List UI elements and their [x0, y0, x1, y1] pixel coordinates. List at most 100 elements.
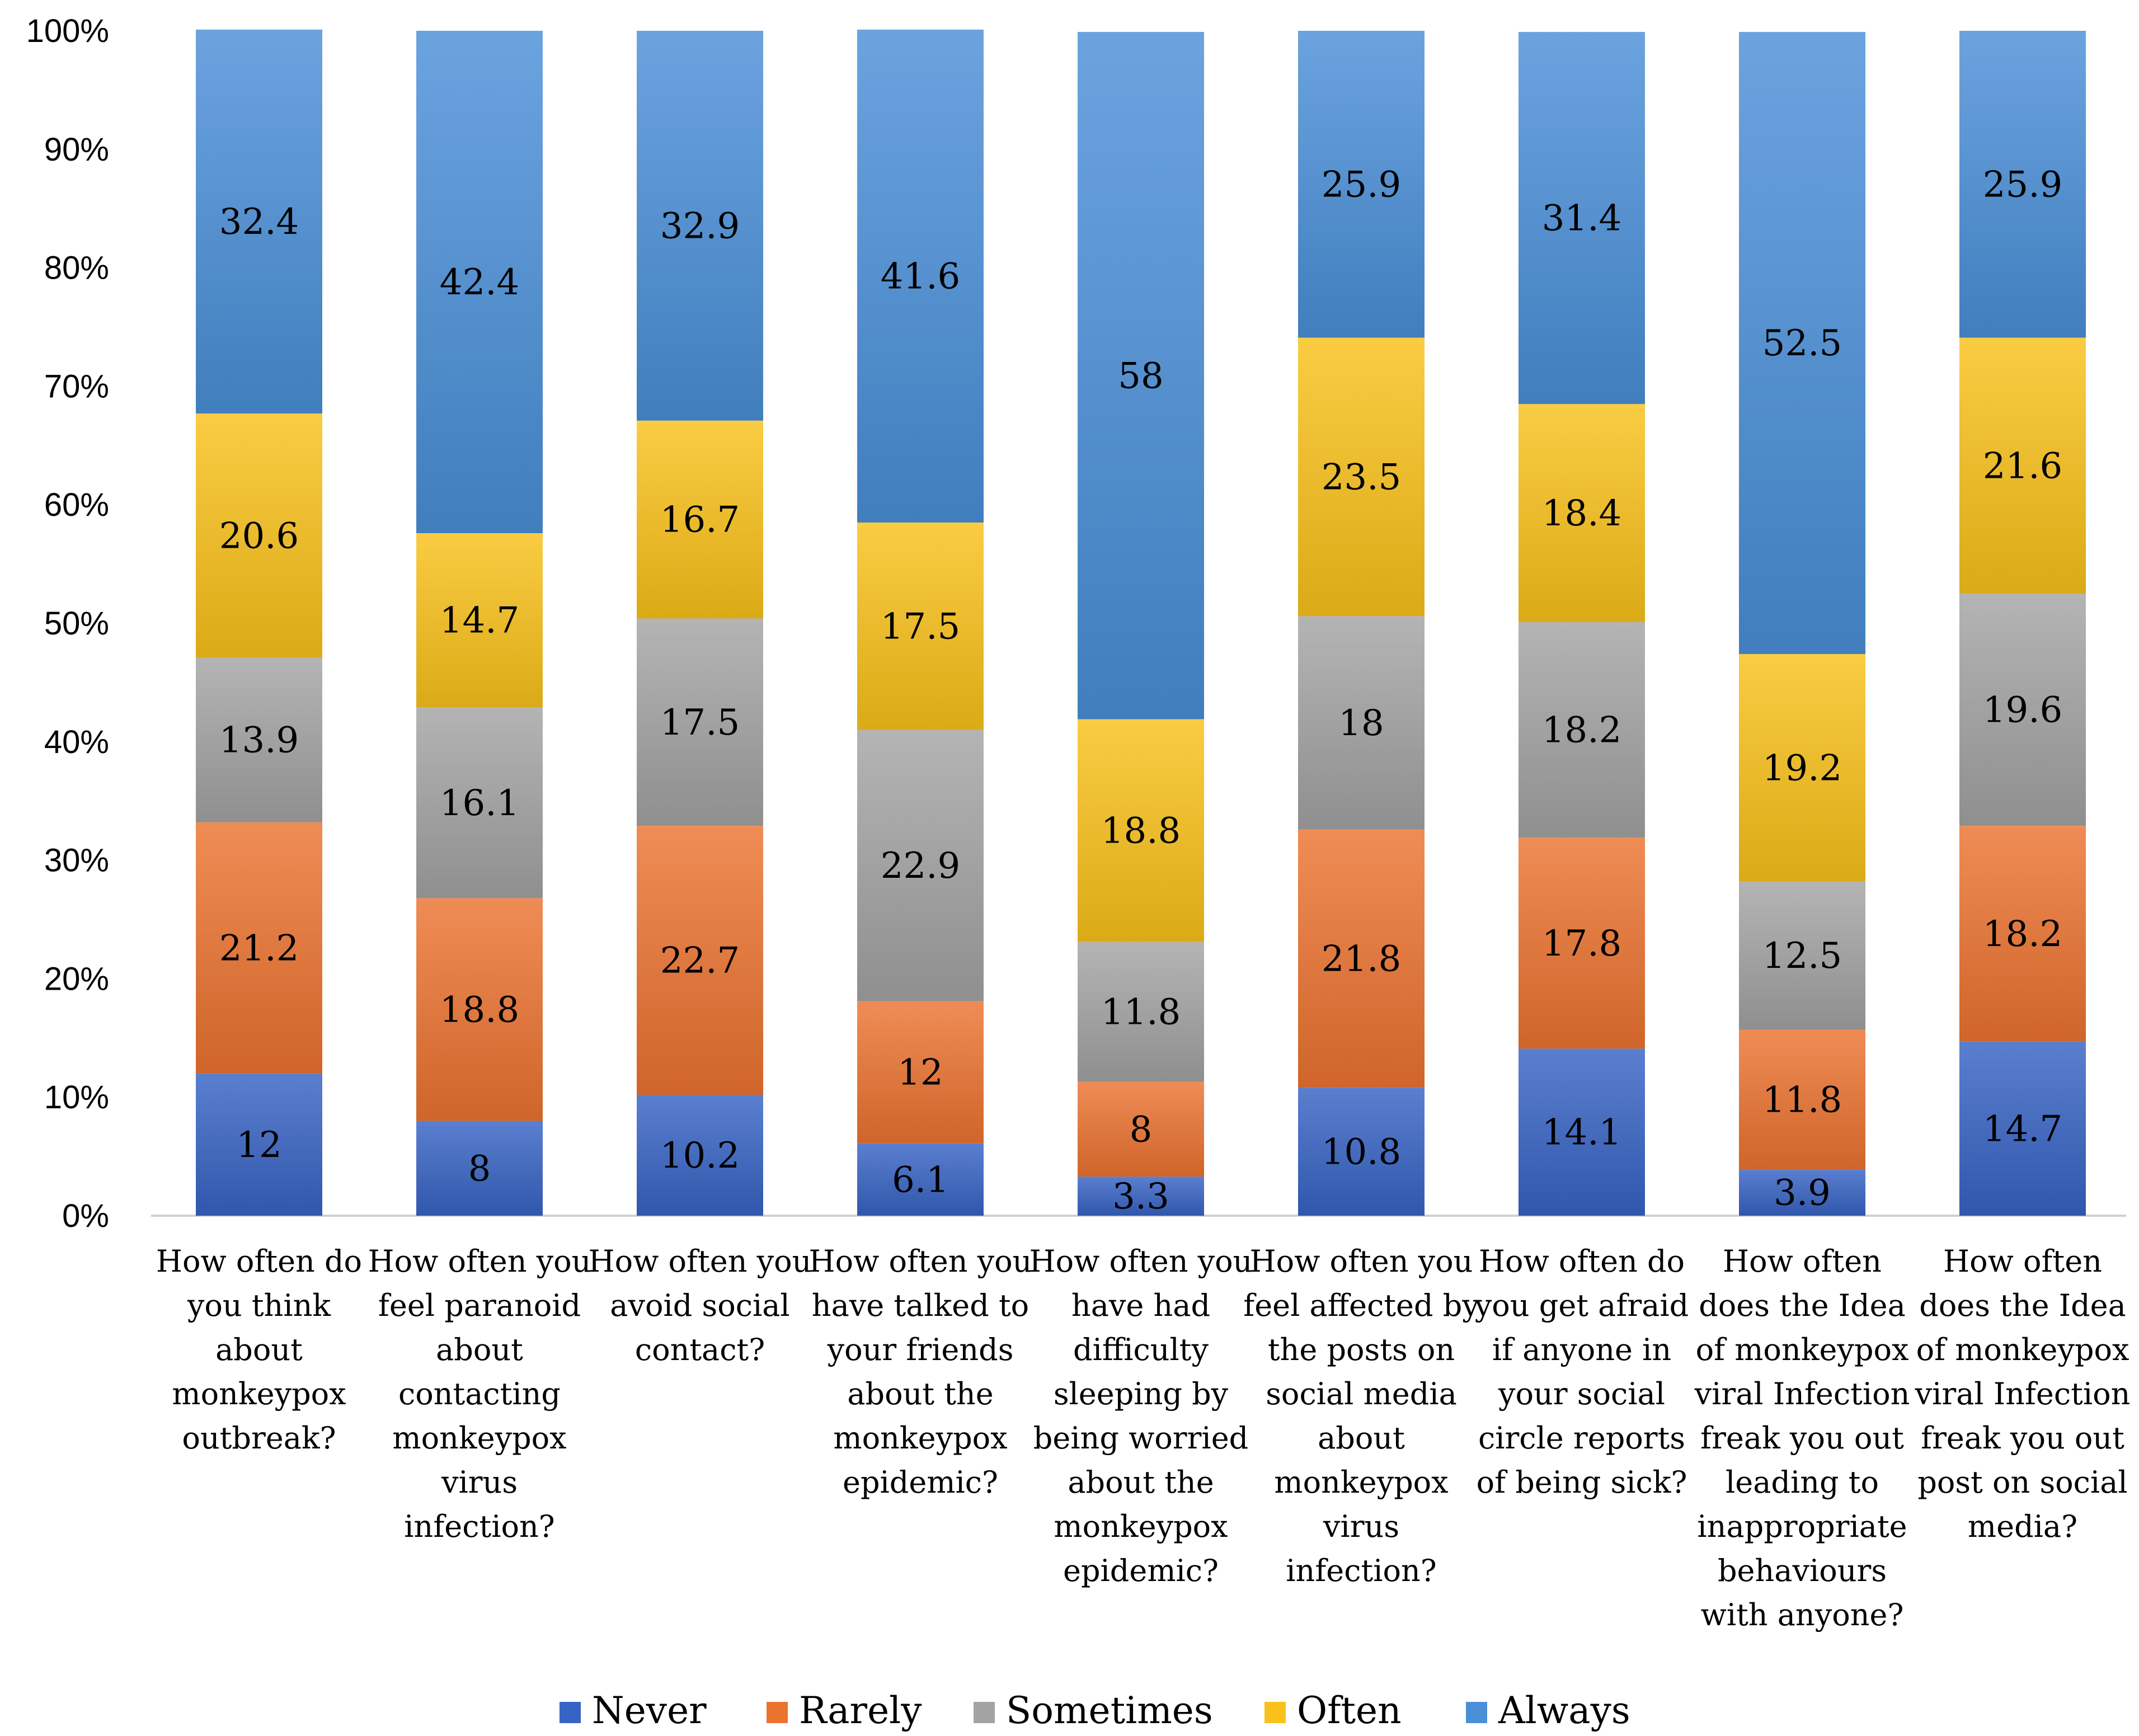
y-tick-label: 100%: [26, 13, 109, 49]
data-label: 17.5: [881, 606, 961, 647]
data-label: 12.5: [1762, 935, 1842, 977]
x-category-label: How often do you get afraid if anyone in yo…: [1474, 1244, 1689, 1500]
legend-swatch: [1264, 1702, 1286, 1723]
data-label: 3.3: [1112, 1176, 1169, 1217]
y-tick-label: 50%: [44, 605, 109, 642]
bar-segment-often: [416, 533, 543, 708]
legend-item-never: Never: [560, 1689, 707, 1732]
bar-segment-rarely: [1959, 826, 2086, 1042]
data-label: 20.6: [219, 515, 299, 557]
data-label: 18.8: [1101, 811, 1181, 852]
data-label: 16.7: [660, 500, 740, 541]
bar-segment-always: [1959, 31, 2086, 338]
data-label: 14.7: [1983, 1108, 2063, 1150]
data-label: 19.6: [1983, 690, 2063, 731]
legend-swatch: [974, 1702, 995, 1723]
data-label: 13.9: [219, 720, 299, 761]
data-label: 6.1: [892, 1159, 949, 1201]
bar-segment-sometimes: [857, 730, 984, 1001]
bar-segment-often: [1959, 337, 2086, 594]
data-label: 14.7: [440, 600, 520, 642]
legend-label: Sometimes: [1006, 1689, 1213, 1732]
data-label: 32.4: [219, 201, 299, 243]
bar-segment-never: [857, 1143, 984, 1216]
bar-segment-often: [196, 413, 322, 658]
x-category-label: How often does the Idea of monkeypox viral …: [1915, 1244, 2131, 1544]
bar-segment-sometimes: [1739, 881, 1865, 1030]
x-category-label: How often you avoid social contact?: [589, 1244, 812, 1367]
data-label: 16.1: [440, 783, 520, 824]
data-label: 25.9: [1983, 164, 2063, 205]
data-label: 17.5: [660, 702, 740, 744]
x-category-label: How often you feel paranoid about contactin…: [368, 1244, 591, 1544]
data-label: 21.6: [1983, 445, 2063, 487]
x-category-label: How often do you think about monkeypox outbr…: [156, 1244, 362, 1456]
bar-segment-often: [857, 522, 984, 730]
bar-segment-rarely: [637, 826, 763, 1095]
bar-segment-always: [196, 29, 322, 414]
y-tick-label: 70%: [44, 368, 109, 404]
data-label: 22.7: [660, 940, 740, 982]
bar-segment-rarely: [196, 822, 322, 1074]
data-label: 14.1: [1542, 1112, 1622, 1154]
legend-swatch: [767, 1702, 788, 1723]
data-label: 18.2: [1983, 914, 2063, 955]
data-label: 8: [1130, 1109, 1153, 1150]
bar-segment-never: [1959, 1041, 2086, 1216]
y-tick-label: 40%: [44, 724, 109, 760]
bar-segment-rarely: [857, 1001, 984, 1144]
bars: 12 21.2 13.9 20.6 32.4 8 18.8 16.1 14.7 42.4 10.2 2…: [196, 29, 2086, 1217]
x-category-label: How often you feel affected by the posts o…: [1243, 1244, 1479, 1588]
bar-segment-never: [637, 1094, 763, 1216]
y-tick-label: 20%: [44, 961, 109, 997]
bar-segment-sometimes: [1298, 616, 1425, 830]
data-label: 10.8: [1322, 1132, 1402, 1173]
bar-segment-often: [1298, 337, 1425, 617]
bar-segment-rarely: [1298, 829, 1425, 1088]
bar-segment-sometimes: [1078, 942, 1204, 1082]
bar-segment-always: [1298, 31, 1425, 338]
y-tick-label: 10%: [44, 1079, 109, 1116]
bar-segment-often: [637, 420, 763, 619]
bar-segment-never: [1298, 1088, 1425, 1216]
x-category-label: How often you have had difficulty sleeping …: [1029, 1244, 1253, 1588]
bar-segment-sometimes: [1519, 622, 1645, 838]
x-category-label: How often you have talked to your friends a…: [809, 1244, 1032, 1500]
legend-label: Rarely: [799, 1689, 922, 1732]
bar-segment-always: [637, 31, 763, 421]
data-label: 21.2: [219, 928, 299, 969]
bar-segment-often: [1519, 404, 1645, 622]
data-label: 12: [897, 1052, 943, 1094]
bar-segment-always: [1739, 32, 1865, 655]
y-tick-label: 90%: [44, 131, 109, 168]
data-label: 3.9: [1774, 1173, 1831, 1214]
bar-segment-sometimes: [637, 618, 763, 826]
data-label: 23.5: [1322, 457, 1402, 498]
category-labels: How often do you think about monkeypox outbr…: [156, 1244, 2130, 1633]
bar-segment-rarely: [1519, 838, 1645, 1049]
legend-swatch: [1466, 1702, 1487, 1723]
data-label: 8: [468, 1148, 491, 1189]
bar-segment-never: [1078, 1177, 1204, 1216]
bar-segment-always: [857, 29, 984, 523]
bar-segment-rarely: [416, 898, 543, 1121]
y-tick-label: 30%: [44, 843, 109, 879]
data-label: 12: [236, 1125, 281, 1166]
legend-item-rarely: Rarely: [767, 1689, 922, 1732]
legend-swatch: [560, 1702, 581, 1723]
data-label: 11.8: [1762, 1079, 1842, 1121]
data-label: 52.5: [1762, 323, 1842, 364]
legend-item-often: Often: [1264, 1689, 1402, 1732]
y-tick-label: 0%: [62, 1198, 109, 1234]
data-label: 22.9: [881, 845, 961, 887]
bar-segment-often: [1078, 719, 1204, 942]
bar-segment-never: [196, 1073, 322, 1216]
bar-segment-never: [416, 1121, 543, 1216]
bar-segment-never: [1519, 1048, 1645, 1216]
bar-segment-never: [1739, 1169, 1865, 1216]
data-label: 10.2: [660, 1135, 740, 1177]
data-label: 17.8: [1542, 923, 1622, 965]
legend-label: Always: [1498, 1689, 1630, 1732]
data-label: 31.4: [1542, 198, 1622, 239]
data-label: 21.8: [1322, 938, 1402, 980]
